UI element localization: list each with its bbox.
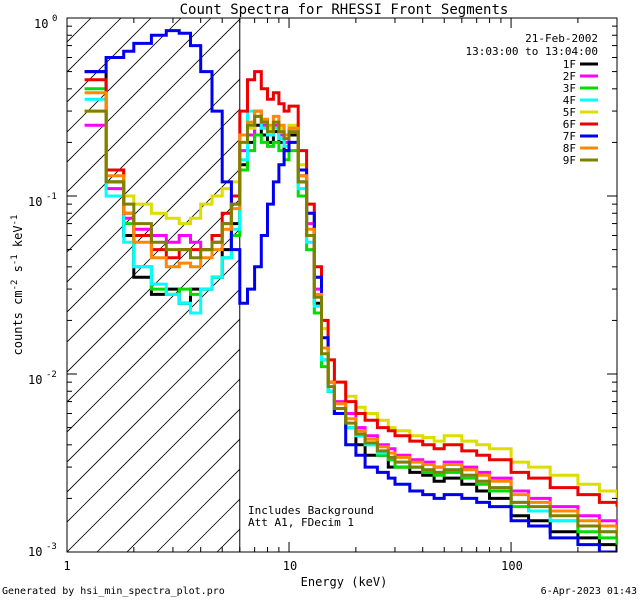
plot-frame — [66, 17, 618, 553]
y-label-s: s — [11, 265, 25, 279]
legend-label-1f: 1F — [563, 58, 576, 71]
hatch-line — [67, 348, 240, 523]
y-tick-label-minus3: 10 -3 — [28, 542, 57, 559]
legend-time-range: 13:03:00 to 13:04:00 — [466, 45, 598, 58]
series-line-9f — [84, 109, 617, 538]
y-tick-label-0: 10 0 — [34, 14, 57, 31]
y-axis-label: counts cm-2 s-1 keV-1 — [10, 215, 25, 356]
legend-label-9f: 9F — [563, 154, 576, 167]
footer-timestamp: 6-Apr-2023 01:43 — [541, 586, 637, 597]
y-tick-base-0: 10 — [34, 17, 48, 31]
hatch-line — [67, 318, 240, 493]
annotation-background: Includes Background — [248, 504, 374, 517]
series-lines — [84, 29, 617, 552]
hatch-line — [67, 198, 240, 373]
y-tick-exp-2: -2 — [46, 370, 57, 380]
series-line-7f — [84, 29, 617, 552]
y-tick-label-minus1: 10 -1 — [28, 192, 57, 209]
series-line-3f — [84, 87, 617, 545]
y-label-exp3: -1 — [10, 215, 20, 226]
x-tick-label-10: 10 — [283, 559, 297, 573]
hatch-line — [67, 78, 240, 253]
annotation-attenuator: Att A1, FDecim 1 — [248, 516, 354, 529]
legend-label-5f: 5F — [563, 106, 576, 119]
legend-label-4f: 4F — [563, 94, 576, 107]
y-label-exp1: -2 — [10, 280, 20, 291]
hatch-line — [67, 18, 182, 133]
y-tick-label-minus2: 10 -2 — [28, 370, 57, 387]
y-label-exp2: -1 — [10, 254, 20, 265]
y-label-base: counts cm — [11, 290, 25, 355]
hatch-line — [67, 48, 240, 223]
attenuator-hatch-region — [67, 0, 640, 552]
hatch-lines — [67, 0, 640, 552]
hatch-line — [67, 18, 212, 163]
hatch-line — [67, 18, 152, 103]
y-tick-exp-3: -3 — [46, 542, 57, 552]
hatch-line — [67, 228, 240, 403]
hatch-line — [67, 288, 240, 463]
hatch-line — [67, 138, 240, 313]
y-tick-base-2: 10 — [28, 373, 42, 387]
y-tick-exp-0: 0 — [52, 14, 57, 24]
hatch-line — [337, 0, 640, 552]
legend-label-8f: 8F — [563, 142, 576, 155]
chart-title: Count Spectra for RHESSI Front Segments — [180, 2, 509, 18]
footer-generated-by: Generated by hsi_min_spectra_plot.pro — [2, 586, 225, 597]
hatch-line — [67, 378, 240, 552]
legend-label-6f: 6F — [563, 118, 576, 131]
hatch-line — [67, 18, 240, 193]
series-line-1f — [84, 70, 617, 552]
y-tick-exp-1: -1 — [46, 192, 57, 202]
hatch-line — [67, 108, 240, 283]
x-tick-label-1: 1 — [63, 559, 70, 573]
series-line-8f — [84, 91, 617, 532]
hatch-line — [96, 408, 240, 552]
y-tick-base-1: 10 — [28, 195, 42, 209]
y-label-kev: keV — [11, 225, 25, 254]
legend-date: 21-Feb-2002 — [525, 32, 598, 45]
x-axis-label: Energy (keV) — [301, 575, 388, 589]
legend-label-3f: 3F — [563, 82, 576, 95]
legend-label-2f: 2F — [563, 70, 576, 83]
y-tick-base-3: 10 — [28, 545, 42, 559]
hatch-line — [126, 438, 240, 552]
axis-ticks — [66, 17, 618, 553]
series-line-2f — [84, 109, 617, 526]
hatch-line — [67, 168, 240, 343]
x-tick-label-100: 100 — [501, 559, 523, 573]
legend-label-7f: 7F — [563, 130, 576, 143]
hatch-line — [67, 18, 122, 73]
series-line-4f — [84, 97, 617, 538]
